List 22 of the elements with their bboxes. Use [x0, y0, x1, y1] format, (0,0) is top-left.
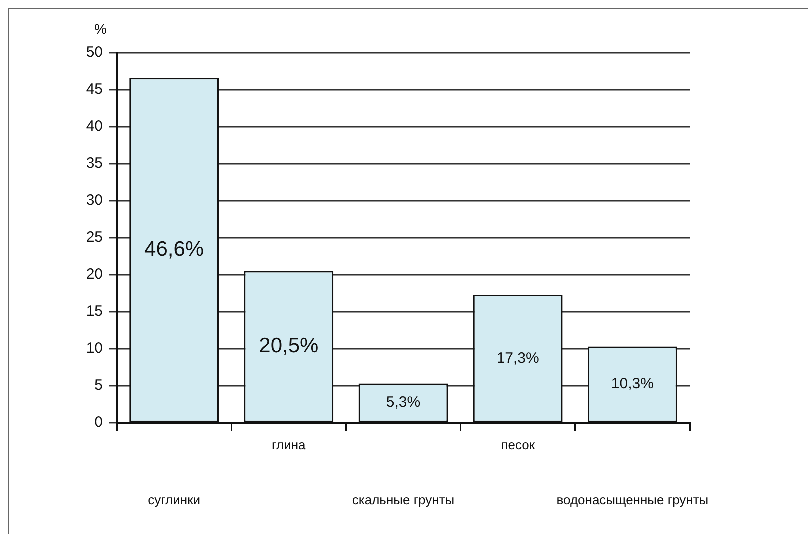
y-tick-label: 10	[86, 340, 103, 358]
y-tick-label: 20	[86, 266, 103, 284]
data-label: 17,3%	[496, 350, 540, 367]
y-tick-label: 40	[86, 118, 103, 136]
y-tick-label: 50	[86, 44, 103, 62]
data-label: 20,5%	[259, 334, 319, 358]
x-tick-label: водонасыщенные грунты	[556, 492, 709, 508]
y-tick-label: 25	[86, 229, 103, 246]
y-tick-label: 30	[86, 192, 103, 210]
y-tick-label: 0	[94, 414, 103, 432]
x-tick-label: суглинки	[148, 492, 201, 508]
y-tick-label: 45	[86, 81, 103, 98]
data-label: 10,3%	[611, 376, 654, 393]
x-tick-label: скальные грунты	[352, 492, 455, 508]
y-tick-label: 35	[86, 155, 103, 172]
data-label: 5,3%	[386, 394, 421, 412]
y-tick-label: 15	[86, 303, 103, 320]
y-axis-title: %	[94, 20, 107, 37]
x-tick-label: песок	[501, 438, 536, 453]
x-tick-label: глина	[272, 438, 307, 453]
data-label: 46,6%	[144, 238, 204, 262]
y-tick-label: 5	[94, 377, 103, 394]
